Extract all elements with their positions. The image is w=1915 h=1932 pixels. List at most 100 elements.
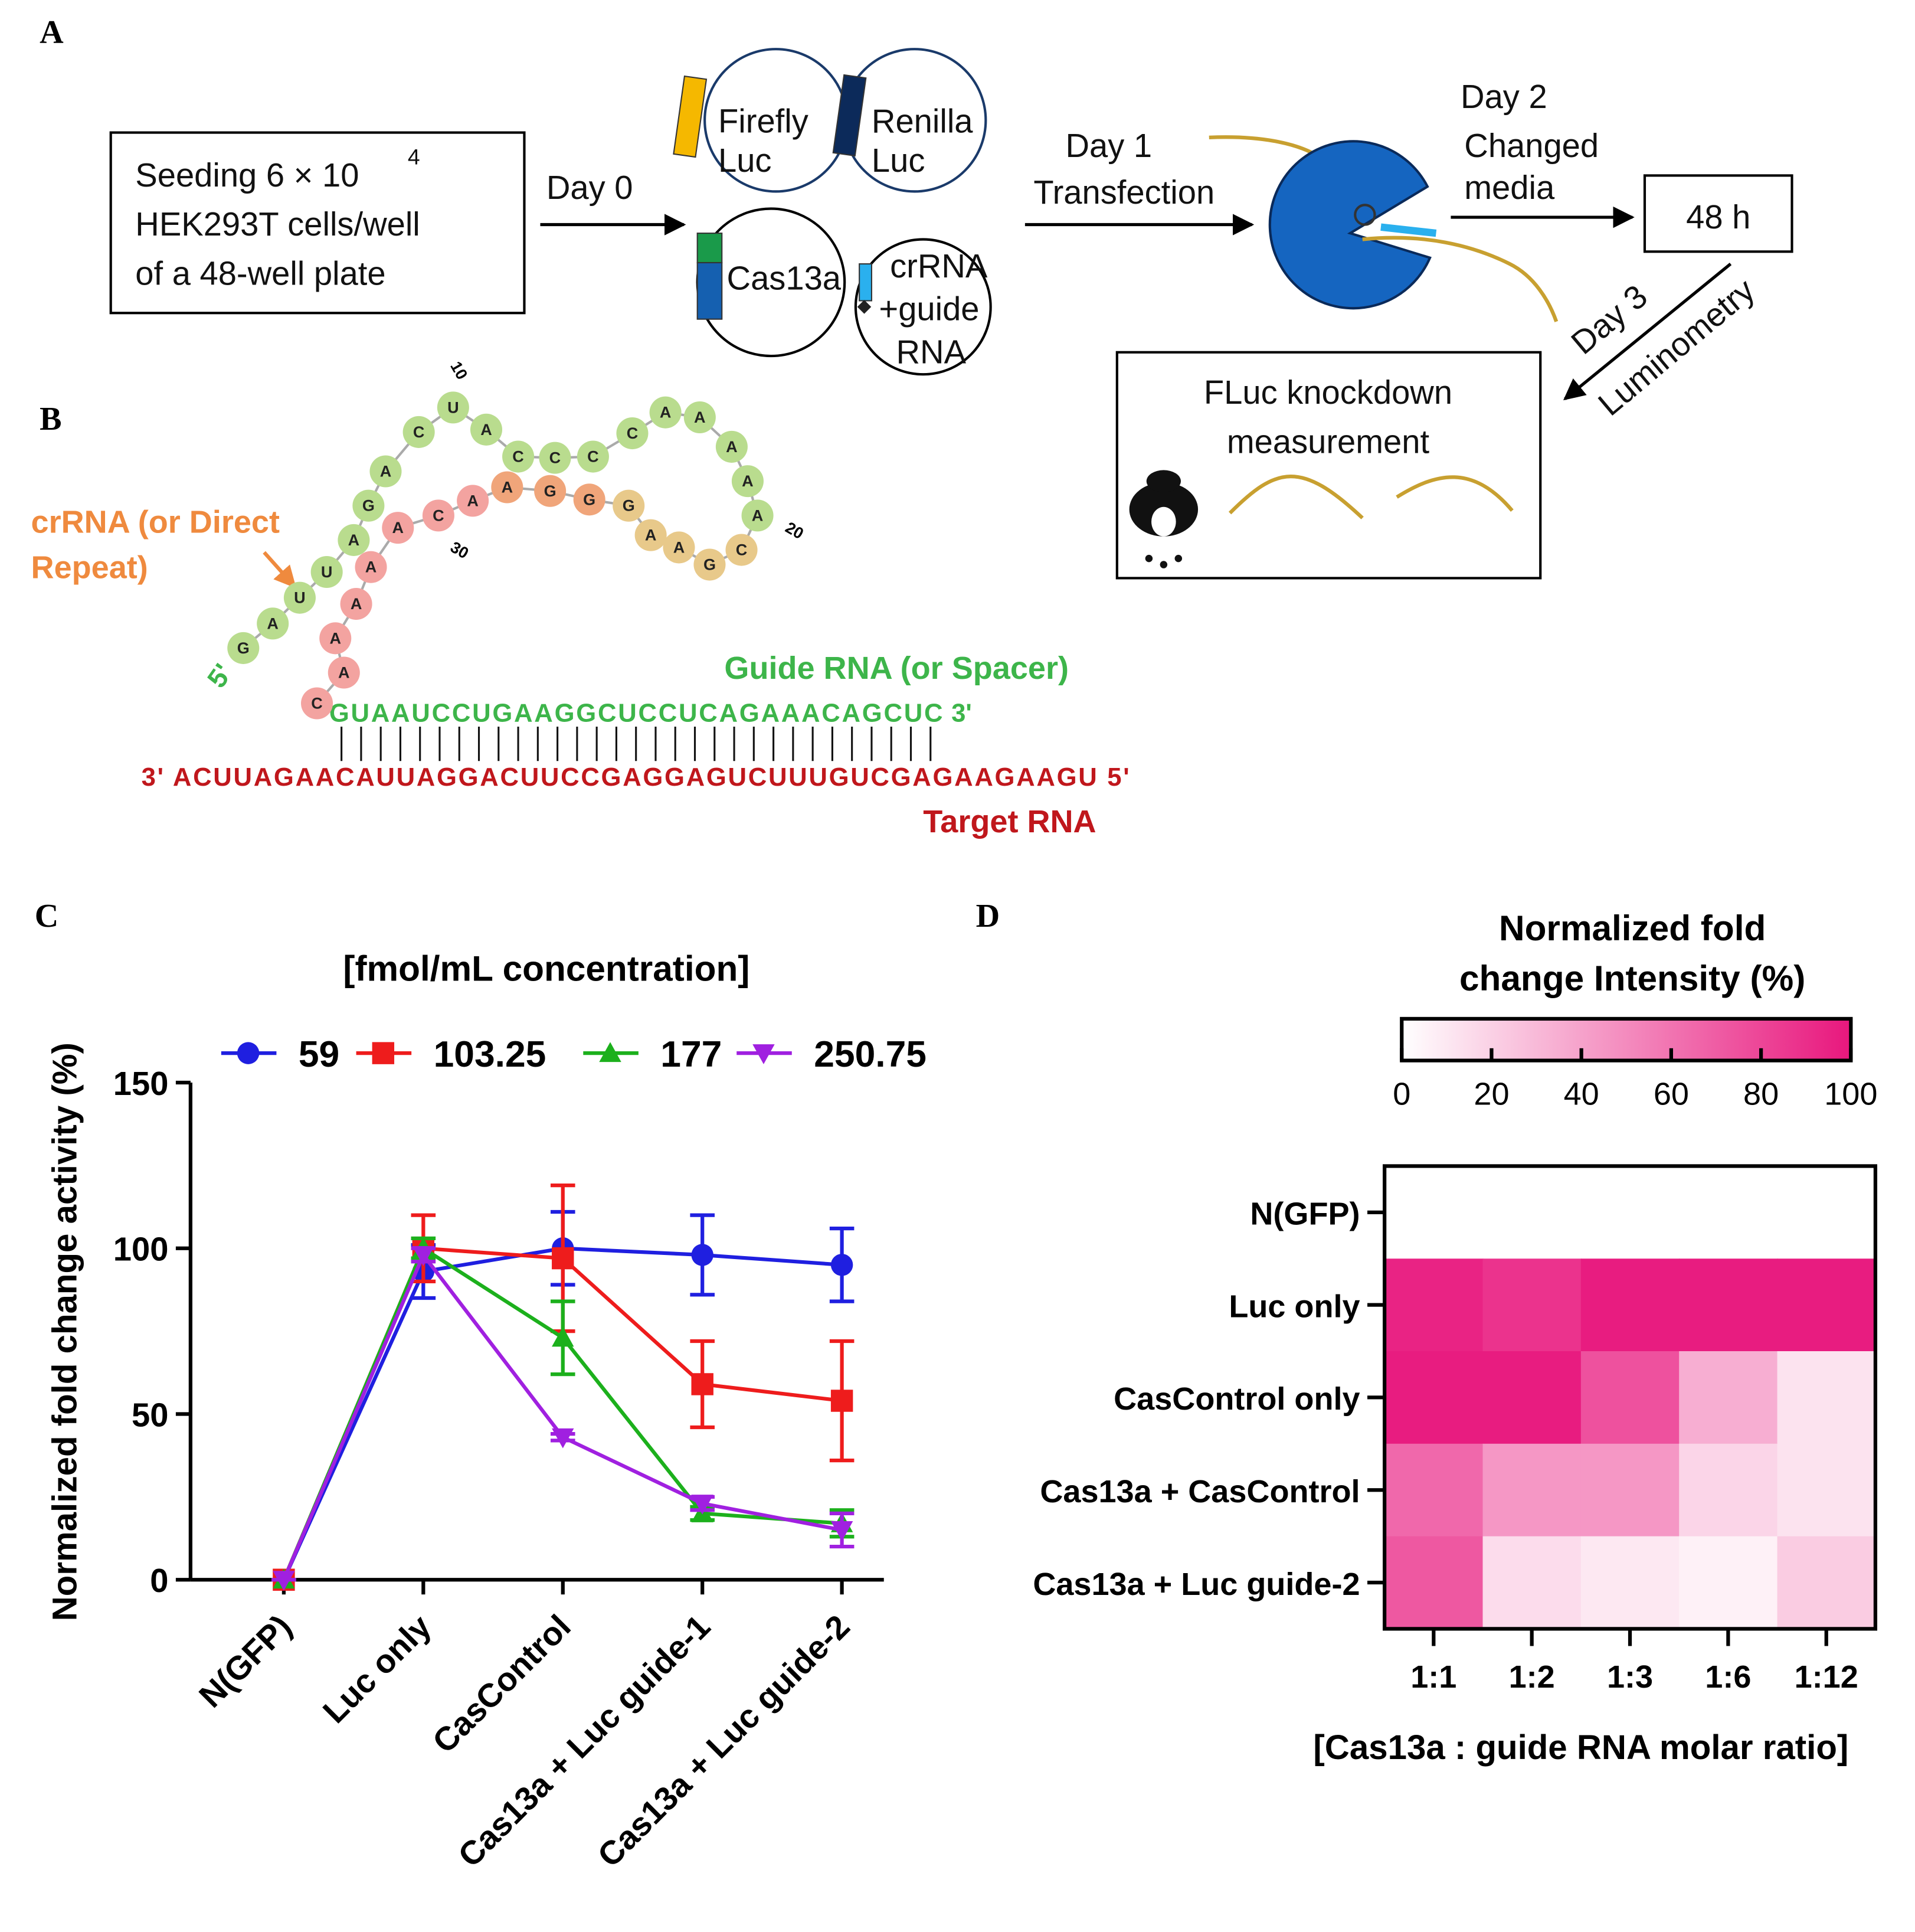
gene [696, 261, 723, 320]
rna [1362, 236, 1559, 322]
nucleotide-letter: G [362, 497, 375, 515]
text: of a 48-well plate [135, 254, 385, 292]
nucleotide [649, 396, 682, 429]
heatmap-cell [1777, 1443, 1876, 1537]
heatmap-cell [1482, 1351, 1582, 1444]
heatmap-cell [1384, 1443, 1484, 1537]
gene [857, 300, 872, 314]
nucleotide [338, 524, 370, 556]
legend-label: 177 [660, 1034, 722, 1075]
nucleotide-letter: A [392, 519, 404, 537]
nucleotide-letter: A [329, 629, 341, 647]
marker [599, 1042, 621, 1063]
nucleotide-letter: U [321, 563, 333, 581]
row-label: CasControl only [1114, 1381, 1360, 1417]
annotation: Repeat) [31, 550, 148, 585]
nucleotide [257, 607, 289, 640]
nucleotide [470, 413, 503, 446]
column-label: 1:2 [1509, 1659, 1555, 1695]
heatmap-cell [1777, 1258, 1876, 1352]
nucleotide-letter: G [544, 482, 557, 500]
gene [673, 75, 708, 158]
nucleotide [328, 656, 360, 689]
nucleotide-letter: G [623, 497, 635, 515]
rna [1209, 135, 1321, 159]
x-tick-label: Cas13a + Luc guide-2 [590, 1607, 856, 1874]
panel-b: 10 20 30 crRNA (or Direct Repeat) 5' Gui… [31, 358, 1130, 839]
legend-label: 59 [299, 1034, 339, 1075]
nucleotide [616, 417, 649, 450]
heatmap-cell [1679, 1351, 1778, 1444]
nucleotide-letter: C [433, 506, 444, 524]
nucleotide [457, 485, 489, 517]
annotation: Guide RNA (or Spacer) [724, 650, 1069, 686]
text: Renilla [872, 103, 973, 140]
arrow [1563, 263, 1732, 401]
heatmap-cell [1384, 1536, 1484, 1630]
heatmap-cell [1482, 1443, 1582, 1537]
marker [412, 1246, 435, 1266]
panel-a: Seeding 6 × 10 4 HEK293T cells/well of a… [109, 48, 1793, 580]
text: +guide [879, 290, 979, 328]
annotation: crRNA (or Direct [31, 504, 280, 540]
text: Luc [718, 142, 772, 179]
nucleotide-letter: C [736, 541, 748, 559]
text: Changed [1464, 127, 1599, 164]
nucleotide [382, 512, 414, 544]
column-label: 1:3 [1607, 1659, 1653, 1695]
nucleotide-letter: A [502, 479, 513, 496]
heatmap-cell [1777, 1536, 1876, 1630]
plasmid [854, 238, 992, 376]
nucleotide [491, 471, 523, 504]
panel-label: B [40, 401, 61, 437]
y-tick-label: 100 [113, 1231, 169, 1268]
column-label: 1:12 [1795, 1659, 1858, 1695]
nucleotide-letter: A [726, 438, 738, 456]
heatmap-cell [1679, 1536, 1778, 1630]
rna [1228, 474, 1364, 519]
text: measurement [1227, 423, 1430, 460]
target-sequence: 3' ACUUAGAACAUUAGGACUUCCGAGGAGUCUUUGUCGA… [142, 763, 1130, 792]
nucleotide-letter: C [549, 449, 561, 467]
nucleotide-letter: U [294, 589, 306, 607]
nucleotide-letter: A [742, 472, 754, 490]
marker [552, 1247, 574, 1270]
nucleotide [502, 440, 535, 473]
marker [830, 1521, 853, 1541]
text: Day 2 [1461, 78, 1547, 115]
rna [1396, 475, 1514, 512]
nucleotide [340, 588, 372, 620]
column-label: 1:6 [1705, 1659, 1751, 1695]
firefly-icon [1129, 470, 1199, 568]
marker [830, 1254, 853, 1276]
text: Firefly [718, 103, 808, 140]
heatmap-cell [1384, 1258, 1484, 1352]
marker [552, 1428, 574, 1449]
nucleotide [352, 489, 385, 522]
y-tick-label: 0 [150, 1562, 168, 1599]
nucleotide [422, 499, 454, 532]
position-number: 10 [447, 358, 471, 383]
x-tick-label: Luc only [316, 1607, 438, 1730]
row-label: N(GFP) [1250, 1197, 1360, 1232]
colorbar-tick-label: 60 [1654, 1076, 1689, 1112]
heatmap-cell [1580, 1166, 1680, 1260]
legend-label: 250.75 [814, 1034, 927, 1075]
row-label: Luc only [1229, 1289, 1360, 1324]
gene [832, 74, 867, 157]
nucleotide-letter: A [660, 404, 672, 421]
nucleotide [437, 391, 469, 424]
nucleotide-letter: A [645, 527, 657, 544]
column-label: 1:1 [1410, 1659, 1456, 1695]
legend-title: [fmol/mL concentration] [343, 948, 749, 988]
marker [372, 1042, 395, 1064]
nucleotide-letter: A [673, 538, 685, 556]
text: Transfection [1033, 174, 1215, 211]
heatmap-cell [1482, 1536, 1582, 1630]
marker [691, 1495, 713, 1515]
nucleotide [725, 534, 758, 566]
box [109, 131, 526, 315]
x-tick-label: CasControl [425, 1607, 577, 1760]
text: Day 1 [1065, 127, 1152, 164]
nucleotide [539, 442, 571, 474]
